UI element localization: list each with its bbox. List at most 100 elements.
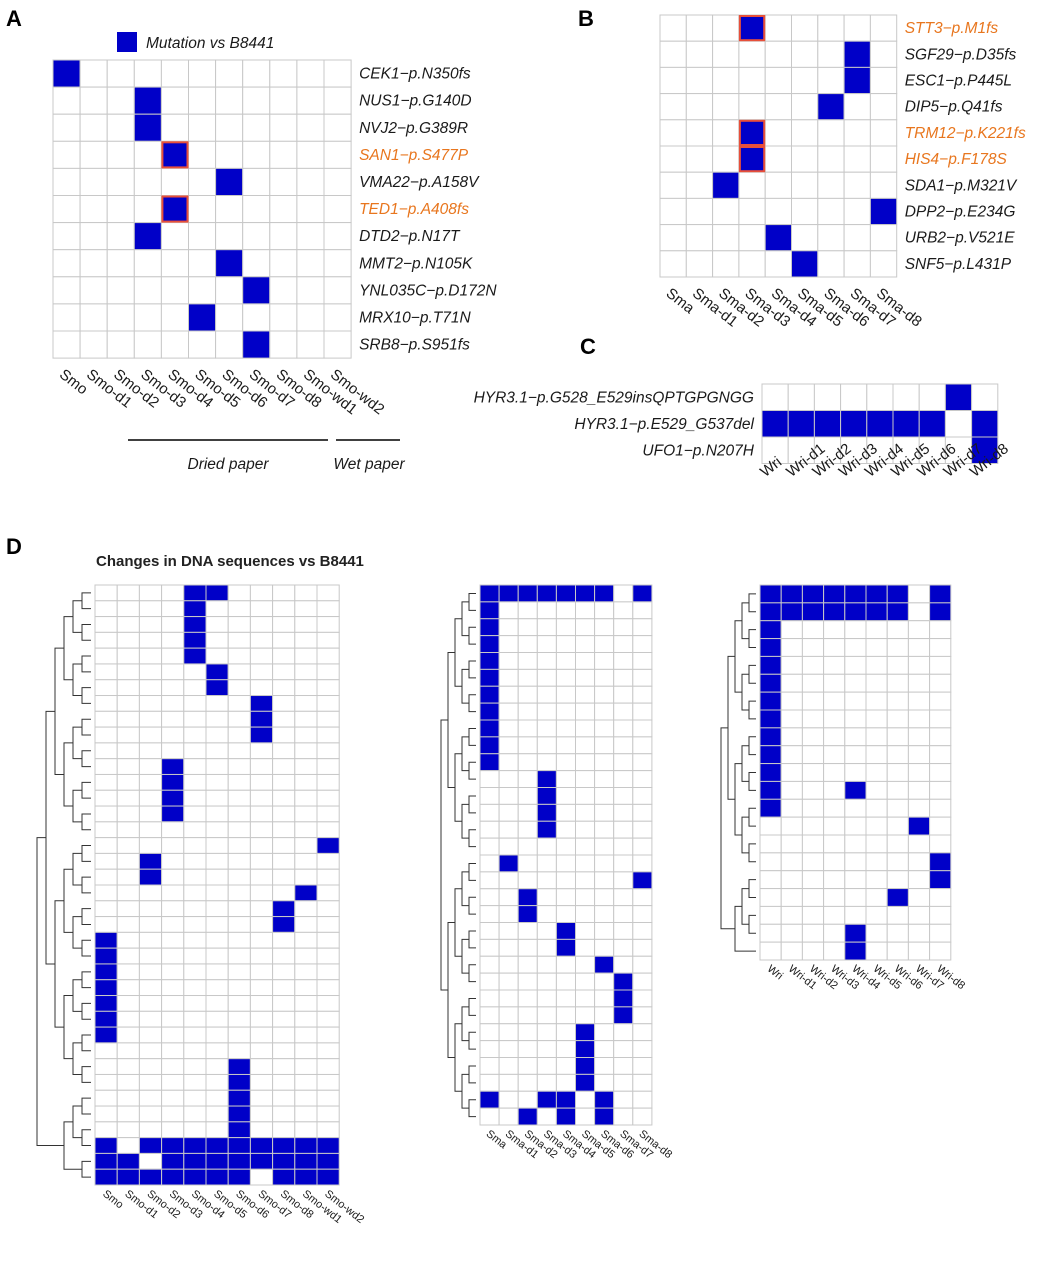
panel-d-d1-cell-r28-c3 (161, 1026, 185, 1044)
panel-d-d3-cell-r10-c4 (844, 763, 867, 782)
panel-d-d1-cell-r19-c9 (294, 884, 318, 902)
panel-a-cell-r0-c2 (106, 59, 135, 88)
panel-d-d1-cell-r31-c6 (227, 1073, 251, 1091)
panel-d-d1-cell-r2-c4 (183, 616, 207, 633)
panel-d-d1-cell-r22-c9 (294, 931, 318, 949)
panel-d-d1-cell-r0-c4 (183, 584, 207, 602)
panel-a-row-label-6: DTD2−p.N17T (359, 228, 461, 245)
panel-d-d2-cell-r5-c8 (632, 668, 653, 687)
panel-d-d3-cell-r0-c5 (865, 584, 888, 604)
panel-d-d2-cell-r29-c1 (498, 1073, 519, 1092)
panel-d-d2-cell-r20-c0 (479, 922, 500, 940)
panel-a-cell-r0-c5 (188, 59, 217, 88)
panel-a-cell-r6-c8 (269, 222, 298, 251)
panel-d-d1-cell-r0-c5 (205, 584, 229, 602)
panel-b-col-label-0: Sma (663, 285, 698, 318)
panel-d-d3-cell-r12-c3 (823, 798, 846, 818)
panel-d-d1-cell-r21-c4 (183, 916, 207, 933)
panel-a-cell-r7-c2 (106, 249, 135, 278)
panel-d-d2-cell-r16-c2 (517, 854, 538, 873)
panel-d-d1-cell-r26-c3 (161, 995, 185, 1012)
panel-d-d1-cell-r8-c7 (249, 710, 274, 728)
panel-d-d1-cell-r24-c9 (294, 963, 318, 981)
panel-d-d1-cell-r29-c9 (294, 1042, 318, 1060)
panel-d-d1-cell-r10-c8 (272, 742, 296, 760)
panel-a-row-label-3: SAN1−p.S477P (359, 147, 469, 164)
panel-d-d1-cell-r12-c4 (183, 773, 207, 791)
panel-d-d2-cell-r4-c0 (479, 652, 500, 670)
panel-b-cell-r0-c3 (738, 14, 766, 42)
panel-d-d2-cell-r6-c4 (555, 685, 577, 704)
panel-d-d2-cell-r12-c3 (536, 787, 557, 805)
panel-a-cell-r1-c7 (242, 86, 271, 115)
panel-d-d1-cell-r29-c4 (183, 1042, 207, 1060)
panel-d-d1-cell-r10-c10 (316, 742, 340, 760)
panel-a-cell-r1-c5 (188, 86, 217, 115)
panel-a-cell-r6-c2 (106, 222, 135, 251)
panel-b-cell-r8-c4 (764, 224, 793, 252)
panel-d-d2-cell-r5-c6 (594, 668, 615, 687)
panel-d-d1-cell-r31-c7 (249, 1073, 274, 1091)
panel-a-cell-r10-c5 (188, 330, 217, 359)
panel-d-d2-cell-r18-c3 (536, 888, 557, 907)
panel-d-d2-cell-r21-c3 (536, 938, 557, 957)
panel-d-d2-cell-r28-c0 (479, 1057, 500, 1075)
panel-d-d1-cell-r11-c10 (316, 758, 340, 775)
panel-a-cell-r9-c4 (160, 303, 189, 332)
panel-d-d1-cell-r4-c7 (249, 647, 274, 665)
panel-d-d1-cell-r9-c10 (316, 726, 340, 744)
panel-a-cell-r10-c9 (296, 330, 325, 359)
panel-d-d2-cell-r11-c1 (498, 770, 519, 788)
panel-d-d1-cell-r27-c0 (94, 1010, 118, 1028)
panel-a-cell-r3-c7 (242, 140, 271, 169)
panel-d-d2-cell-r21-c1 (498, 938, 519, 957)
panel-d-d3-cell-r4-c6 (886, 655, 909, 675)
panel-d-d3-cell-r10-c1 (780, 763, 803, 782)
panel-d-d2-cell-r27-c4 (555, 1040, 577, 1058)
panel-d-d2-cell-r0-c2 (517, 584, 538, 603)
panel-d-d3-cell-r6-c2 (801, 691, 825, 711)
panel-b-cell-r4-c6 (817, 119, 845, 147)
panel-d-d2-cell-r22-c1 (498, 955, 519, 974)
panel-d-d2-cell-r15-c7 (613, 837, 634, 856)
panel-d-d1-cell-r7-c7 (249, 695, 274, 712)
panel-a-cell-r10-c3 (133, 330, 162, 359)
panel-d-d2-cell-r30-c8 (632, 1090, 653, 1109)
panel-d-d2-cell-r31-c0 (479, 1107, 500, 1126)
panel-d-d3-cell-r4-c3 (823, 655, 846, 675)
panel-d-d3-cell-r10-c5 (865, 763, 888, 782)
panel-d-d3-cell-r13-c6 (886, 816, 909, 836)
panel-a-row-label-9: MRX10−p.T71N (359, 309, 471, 326)
panel-d-d3-cell-r20-c0 (759, 941, 782, 961)
panel-d-d1-cell-r37-c7 (249, 1168, 274, 1186)
panel-d-d1-cell-r30-c9 (294, 1058, 318, 1075)
panel-d-d2-cell-r10-c1 (498, 753, 519, 772)
panel-b-cell-r9-c6 (817, 250, 845, 278)
panel-d-d1-cell-r14-c5 (205, 805, 229, 823)
panel-a-cell-r6-c9 (296, 222, 325, 251)
panel-d-d2-cell-r22-c7 (613, 955, 634, 974)
panel-d-d3-cell-r5-c2 (801, 673, 825, 693)
panel-d-d1-cell-r0-c0 (94, 584, 118, 602)
panel-letter-a: A (6, 6, 22, 31)
panel-d-d1-cell-r19-c7 (249, 884, 274, 902)
panel-d-d1-cell-r13-c10 (316, 789, 340, 807)
panel-d-d3-dendro-link-1-2 (748, 629, 756, 648)
panel-d-d2-dendro-link-1-16 (468, 862, 476, 881)
panel-b-cell-r1-c6 (817, 40, 845, 68)
panel-d-d1-cell-r31-c3 (161, 1073, 185, 1091)
panel-d-d3-cell-r9-c4 (844, 745, 867, 765)
panel-a-cell-r3-c3 (133, 140, 162, 169)
panel-d-d3-cell-r0-c7 (907, 584, 931, 604)
panel-a-cell-r3-c5 (188, 140, 217, 169)
panel-d-d3-cell-r3-c2 (801, 638, 825, 657)
panel-d-d1-cell-r23-c5 (205, 947, 229, 965)
panel-d-d3-cell-r20-c4 (844, 941, 867, 961)
panel-d-d1-cell-r20-c4 (183, 900, 207, 918)
panel-d-d2-cell-r14-c7 (613, 820, 634, 839)
panel-d-d3-cell-r9-c1 (780, 745, 803, 765)
panel-d-d1-cell-r15-c1 (116, 821, 140, 839)
heatmap-marks: CEK1−p.N350fs NUS1−p.G140D NVJ2−p.G389R SAN… (36, 14, 1026, 1226)
panel-d-d2-cell-r14-c5 (575, 820, 596, 839)
